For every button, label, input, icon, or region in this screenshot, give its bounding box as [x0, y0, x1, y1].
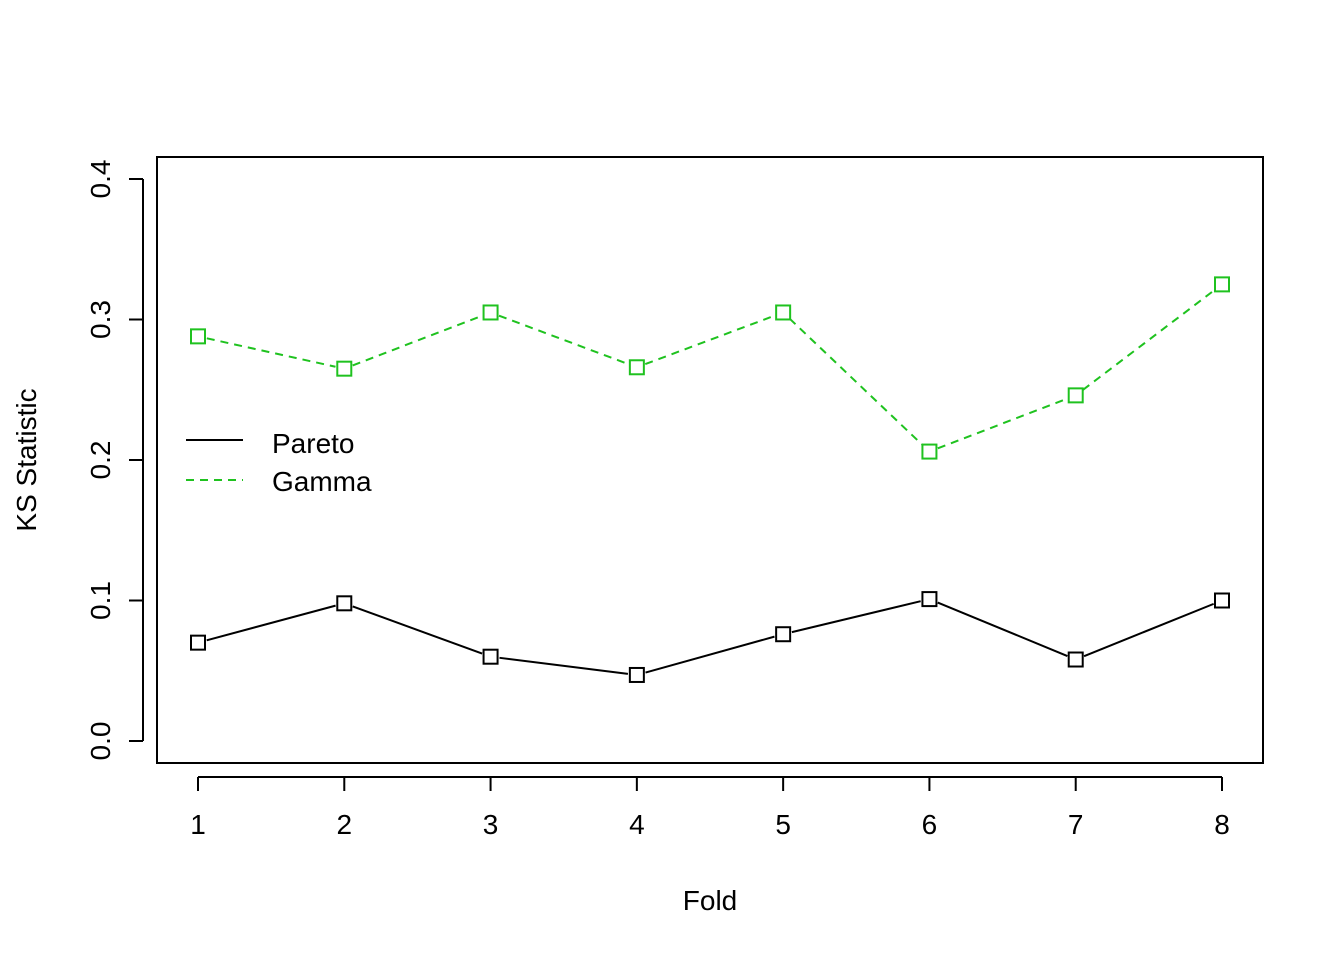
y-axis: 0.0 0.1 0.2 0.3 0.4 — [85, 160, 144, 761]
series-pareto-point — [921, 591, 938, 608]
series-gamma-point — [775, 304, 792, 321]
series-pareto — [190, 591, 1230, 683]
x-axis-label: Fold — [683, 885, 737, 916]
series-pareto-point — [336, 595, 353, 612]
series-gamma-segment — [1082, 289, 1216, 391]
series-pareto-point — [628, 666, 645, 683]
y-tick-label: 0.1 — [85, 581, 116, 620]
series-pareto-segment — [1083, 602, 1215, 658]
x-tick-label: 8 — [1214, 809, 1230, 840]
series-gamma-segment — [352, 314, 483, 367]
legend-label-pareto: Pareto — [272, 428, 355, 459]
series-pareto-segment — [937, 601, 1068, 657]
series-pareto-segment — [352, 605, 483, 655]
x-tick-label: 6 — [922, 809, 938, 840]
x-tick-label: 7 — [1068, 809, 1084, 840]
series-pareto-segment — [499, 656, 629, 675]
x-tick-label: 3 — [483, 809, 499, 840]
y-tick-label: 0.3 — [85, 300, 116, 339]
series-gamma-point — [628, 359, 645, 376]
legend: Pareto Gamma — [186, 428, 372, 497]
series-gamma-point — [921, 443, 938, 460]
series-pareto-point — [1067, 651, 1084, 668]
series-pareto-segment — [645, 635, 775, 674]
series-gamma-point — [1214, 276, 1230, 293]
series-gamma-segment — [498, 314, 629, 366]
series-gamma-segment — [937, 397, 1068, 450]
series-pareto-point — [482, 648, 499, 665]
series-pareto-point — [1214, 592, 1230, 609]
x-tick-label: 2 — [336, 809, 352, 840]
x-tick-label: 5 — [775, 809, 791, 840]
series-gamma-segment — [206, 337, 336, 368]
series-gamma-segment — [788, 317, 924, 447]
x-tick-label: 1 — [190, 809, 206, 840]
y-tick-label: 0.4 — [85, 160, 116, 199]
series-gamma-segment — [644, 314, 776, 366]
legend-label-gamma: Gamma — [272, 466, 372, 497]
series-pareto-point — [190, 634, 206, 651]
series-pareto-segment — [206, 604, 336, 642]
series-gamma-point — [482, 304, 499, 321]
series-gamma — [190, 276, 1230, 460]
y-tick-label: 0.2 — [85, 441, 116, 480]
y-tick-label: 0.0 — [85, 722, 116, 761]
series-layer — [190, 276, 1230, 683]
series-gamma-point — [1067, 387, 1084, 404]
series-gamma-point — [190, 328, 206, 345]
series-pareto-segment — [791, 600, 921, 634]
x-axis: 1 2 3 4 5 6 7 8 — [190, 776, 1230, 840]
x-tick-label: 4 — [629, 809, 645, 840]
series-pareto-point — [775, 626, 792, 643]
series-gamma-point — [336, 360, 353, 377]
y-axis-label: KS Statistic — [11, 388, 42, 531]
plot-frame — [156, 156, 1264, 764]
